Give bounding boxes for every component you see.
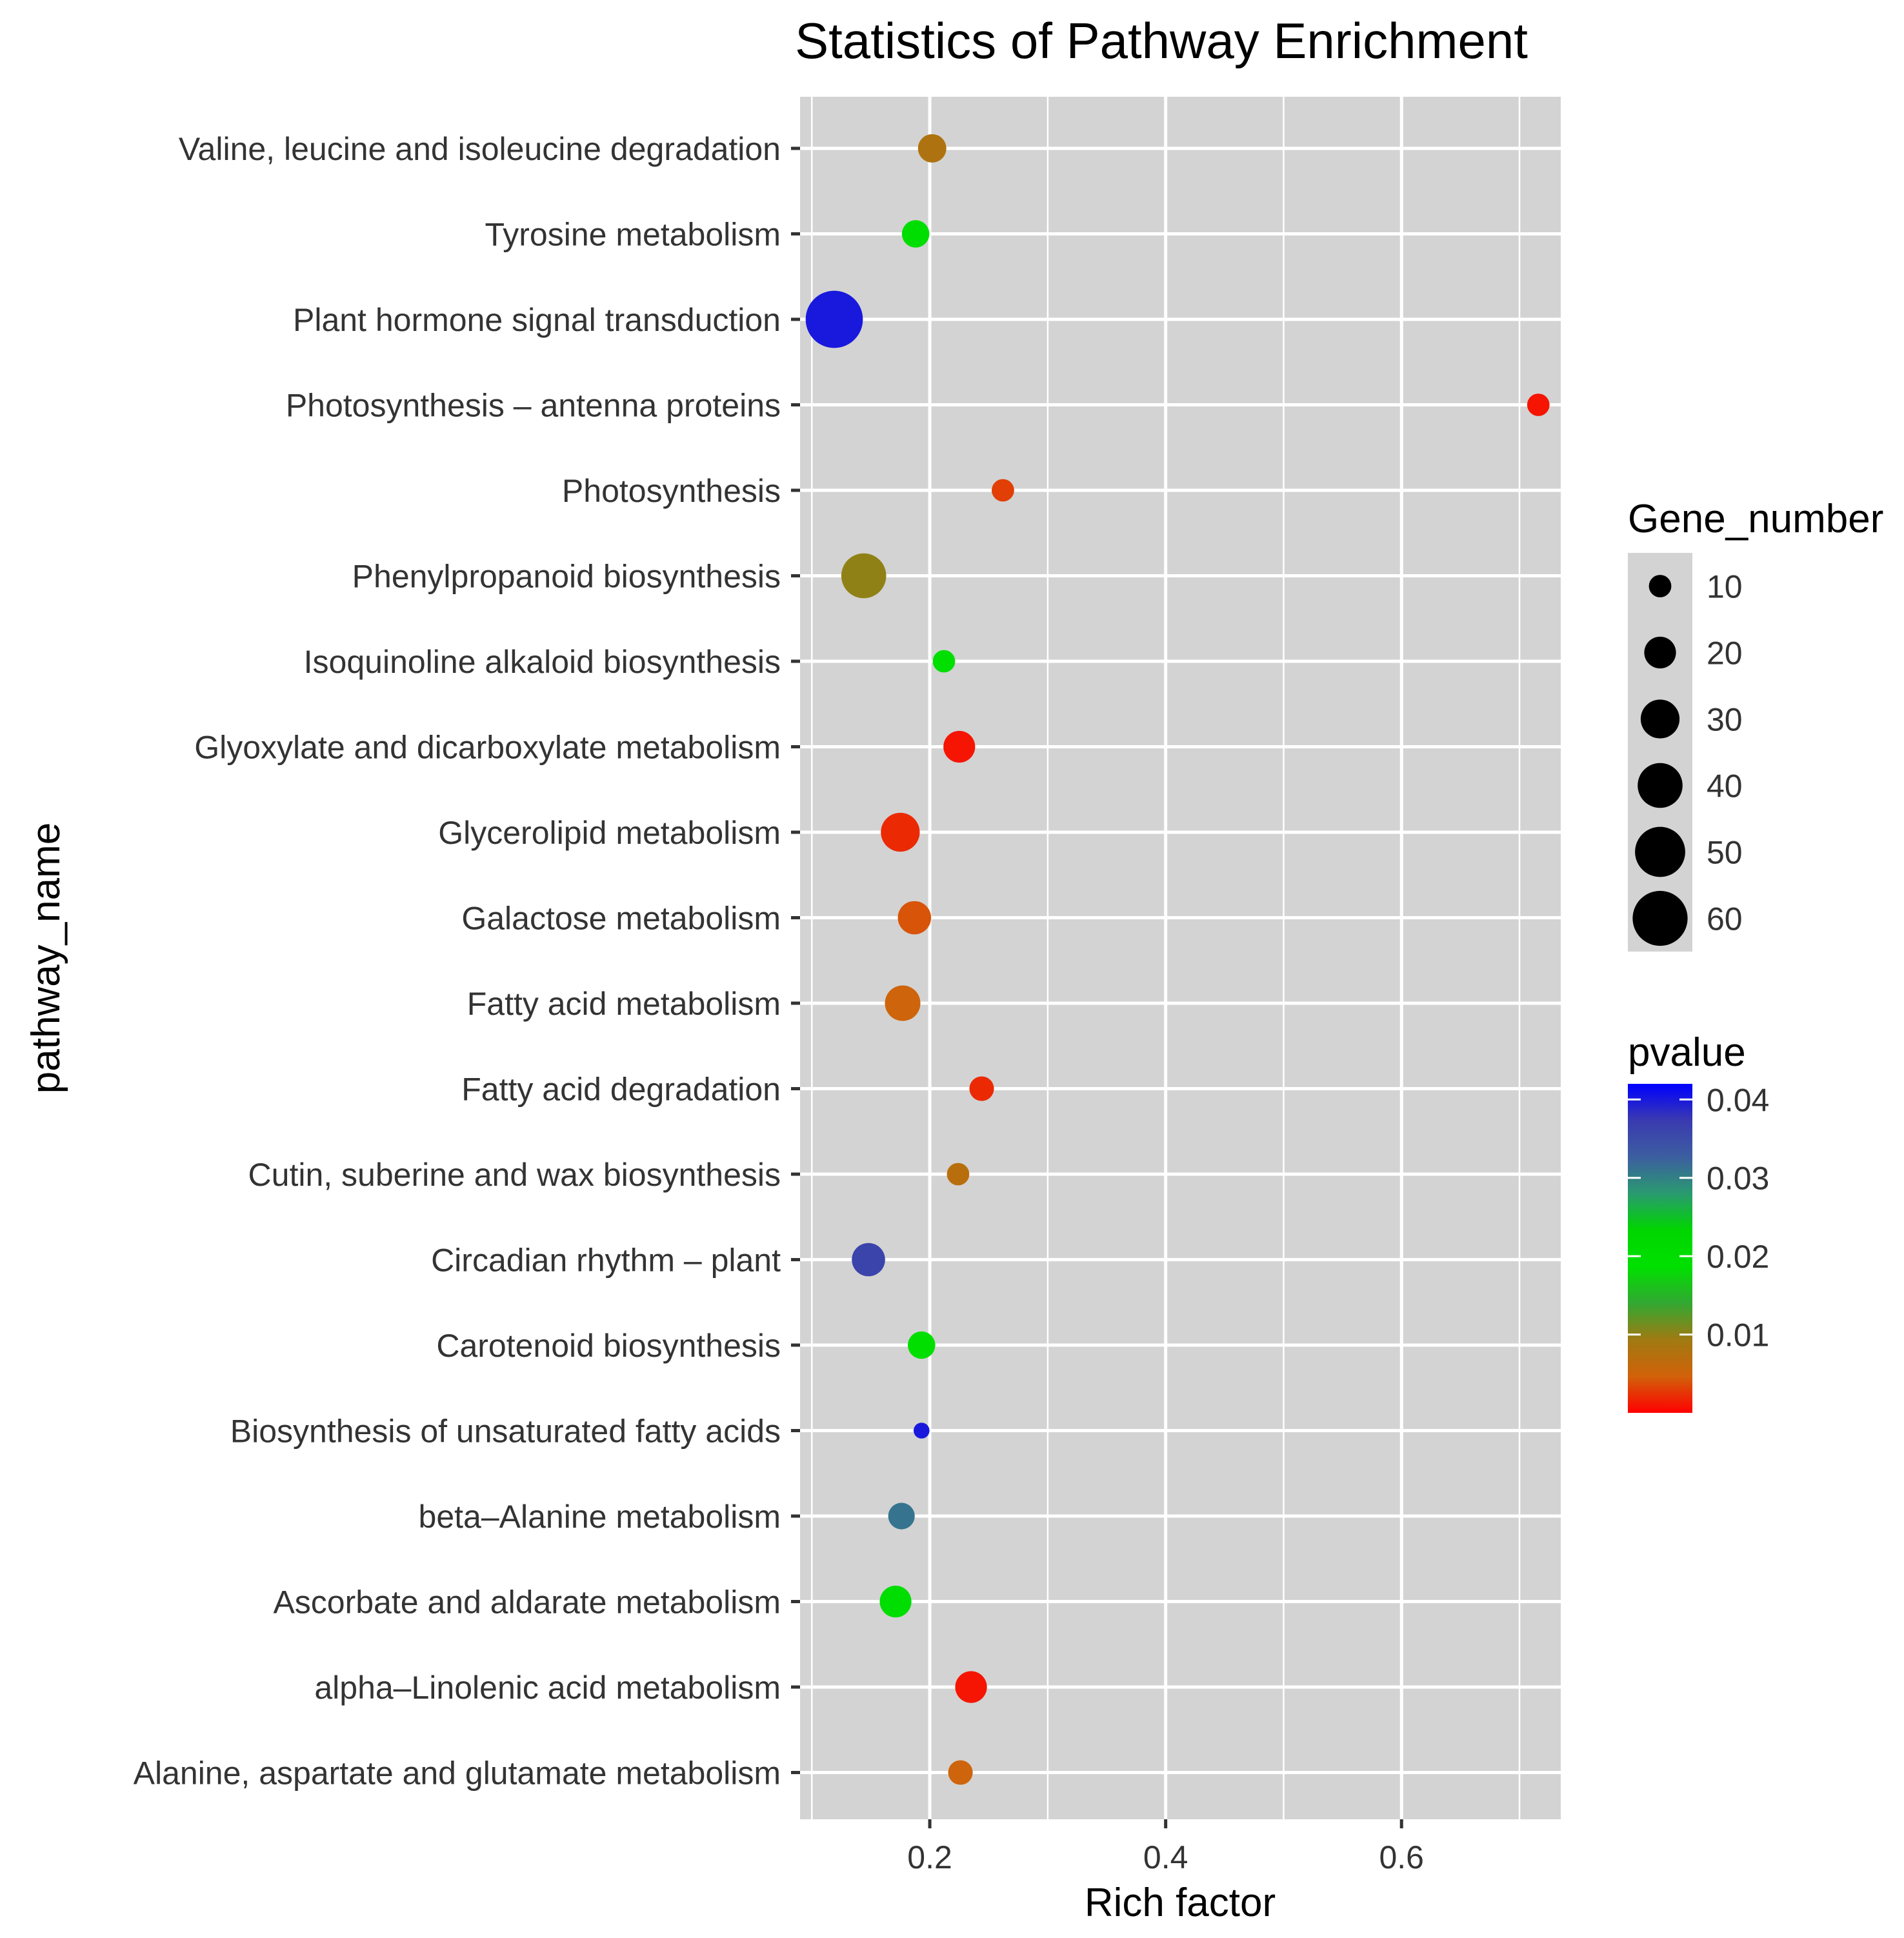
- chart-title: Statistics of Pathway Enrichment: [795, 12, 1528, 69]
- color-legend: pvalue 0.04 0.03 0.02 0.01: [1628, 1030, 1769, 1413]
- data-point: [932, 650, 956, 673]
- y-tick-label: Cutin, suberine and wax biosynthesis: [248, 1157, 781, 1193]
- y-tick-label: Fatty acid metabolism: [467, 986, 781, 1022]
- y-tick-label: Biosynthesis of unsaturated fatty acids: [230, 1414, 781, 1450]
- data-point: [969, 1076, 994, 1101]
- y-tick-label: Isoquinoline alkaloid biosynthesis: [304, 644, 781, 680]
- y-tick-label: Fatty acid degradation: [461, 1072, 781, 1108]
- x-tick-label: 0.2: [907, 1839, 952, 1875]
- size-legend-label: 60: [1707, 901, 1743, 937]
- y-tick-label: Circadian rhythm – plant: [431, 1243, 781, 1279]
- y-tick-label: Glycerolipid metabolism: [438, 815, 781, 851]
- data-point: [881, 812, 920, 852]
- y-tick-label: Carotenoid biosynthesis: [436, 1328, 781, 1364]
- y-tick-label: Photosynthesis: [562, 473, 781, 509]
- color-legend-label: 0.02: [1707, 1239, 1769, 1275]
- size-legend-label: 30: [1707, 702, 1743, 738]
- data-point: [943, 730, 976, 763]
- color-legend-label: 0.04: [1707, 1082, 1769, 1118]
- color-legend-title: pvalue: [1628, 1030, 1746, 1075]
- y-tick-label: Alanine, aspartate and glutamate metabol…: [134, 1755, 781, 1792]
- data-point: [885, 985, 921, 1021]
- y-axis: Valine, leucine and isoleucine degradati…: [134, 131, 800, 1792]
- y-tick-label: Galactose metabolism: [461, 901, 781, 937]
- data-point: [948, 1760, 973, 1785]
- plot-panel: [800, 97, 1561, 1819]
- y-tick-label: Glyoxylate and dicarboxylate metabolism: [194, 730, 781, 766]
- size-legend-dot: [1644, 636, 1676, 669]
- x-tick-label: 0.6: [1379, 1839, 1424, 1875]
- y-tick-label: beta–Alanine metabolism: [419, 1499, 781, 1535]
- data-point: [917, 134, 947, 163]
- y-tick-label: Ascorbate and aldarate metabolism: [273, 1584, 781, 1621]
- x-axis: 0.2 0.4 0.6: [907, 1819, 1424, 1875]
- data-point: [888, 1503, 915, 1530]
- data-point: [955, 1671, 987, 1703]
- color-bar: [1628, 1084, 1692, 1413]
- size-legend-label: 10: [1707, 569, 1743, 605]
- y-axis-label: pathway_name: [24, 823, 68, 1094]
- size-legend-label: 40: [1707, 768, 1743, 804]
- y-tick-label: Valine, leucine and isoleucine degradati…: [179, 131, 781, 167]
- data-point: [947, 1163, 970, 1186]
- y-tick-label: Plant hormone signal transduction: [293, 302, 781, 338]
- size-legend-title: Gene_number: [1628, 497, 1883, 541]
- size-legend-dot: [1640, 699, 1680, 739]
- size-legend-dot: [1635, 826, 1685, 877]
- y-tick-label: alpha–Linolenic acid metabolism: [314, 1670, 781, 1706]
- size-legend-dot: [1648, 575, 1672, 597]
- data-point: [852, 1243, 885, 1277]
- data-point: [907, 1331, 936, 1359]
- y-tick-label: Tyrosine metabolism: [485, 217, 781, 253]
- color-legend-label: 0.03: [1707, 1161, 1769, 1197]
- y-tick-label: Photosynthesis – antenna proteins: [286, 388, 781, 424]
- size-legend-label: 50: [1707, 835, 1743, 871]
- data-point: [992, 479, 1014, 502]
- data-point: [913, 1423, 930, 1439]
- color-legend-label: 0.01: [1707, 1317, 1769, 1354]
- data-point: [897, 901, 932, 935]
- data-point: [879, 1585, 912, 1618]
- size-legend-label: 20: [1707, 635, 1743, 672]
- x-axis-label: Rich factor: [1085, 1881, 1276, 1925]
- grid-lines: [800, 97, 1561, 1819]
- data-points: [805, 134, 1550, 1785]
- size-legend-dot: [1638, 763, 1683, 808]
- size-legend-dot: [1632, 890, 1688, 946]
- y-tick-label: Phenylpropanoid biosynthesis: [352, 559, 781, 595]
- data-point: [1527, 394, 1550, 416]
- x-tick-label: 0.4: [1143, 1839, 1188, 1875]
- data-point: [805, 290, 863, 348]
- data-point: [841, 553, 887, 599]
- size-legend: Gene_number 10 20 30 40 50 60: [1628, 497, 1883, 952]
- data-point: [901, 220, 930, 248]
